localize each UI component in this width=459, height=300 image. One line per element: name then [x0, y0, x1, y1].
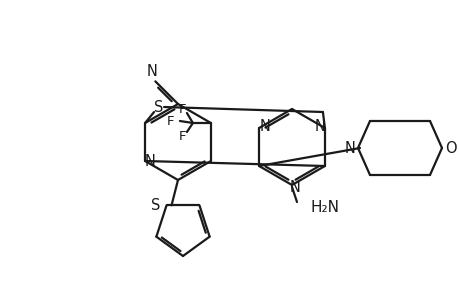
Text: S: S — [154, 100, 163, 115]
Text: N: N — [344, 140, 355, 155]
Text: F: F — [179, 103, 186, 116]
Text: H₂N: H₂N — [310, 200, 339, 214]
Text: F: F — [179, 130, 186, 142]
Text: N: N — [259, 118, 270, 134]
Text: N: N — [144, 154, 155, 169]
Text: O: O — [444, 140, 456, 155]
Text: F: F — [167, 115, 174, 128]
Text: N: N — [146, 64, 157, 79]
Text: S: S — [151, 198, 160, 213]
Text: N: N — [289, 179, 300, 194]
Text: N: N — [314, 118, 325, 134]
